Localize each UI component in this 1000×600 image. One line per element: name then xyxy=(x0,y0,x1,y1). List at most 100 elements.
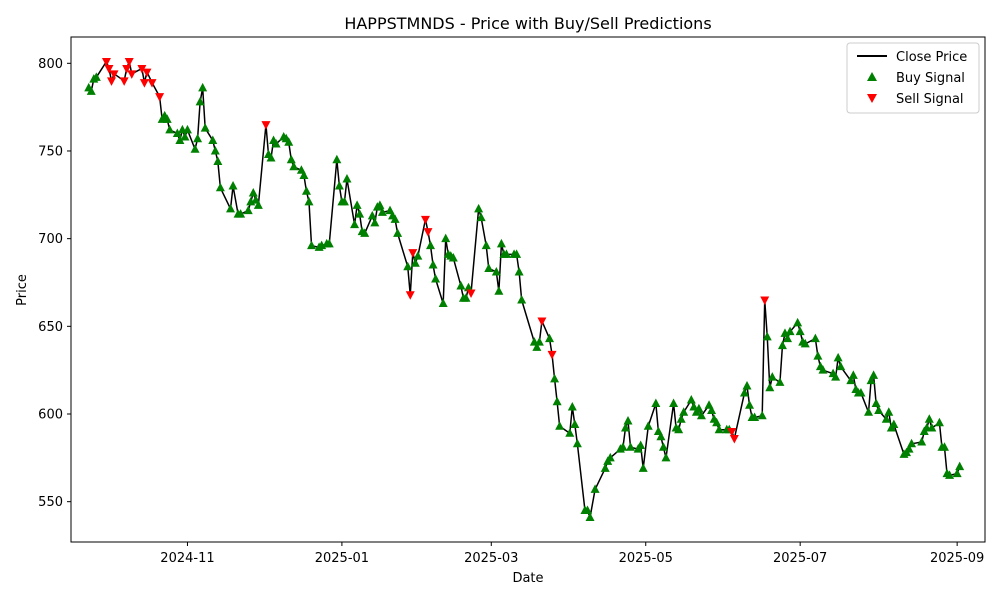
buy-signal-marker xyxy=(884,407,894,416)
buy-signal-marker xyxy=(304,196,314,206)
sell-signal-marker xyxy=(405,291,415,300)
buy-signal-marker xyxy=(570,419,580,429)
buy-signal-marker xyxy=(512,249,522,258)
buy-signal-marker xyxy=(833,352,843,362)
sell-signal-marker xyxy=(537,317,547,327)
sell-signal-marker xyxy=(147,79,157,88)
buy-signal-marker xyxy=(585,512,595,521)
buy-signal-marker xyxy=(742,380,752,390)
buy-signal-marker xyxy=(448,252,458,262)
buy-signal-marker xyxy=(334,181,344,190)
buy-signal-marker xyxy=(676,414,686,423)
y-axis-label: Price xyxy=(15,274,30,306)
buy-signal-marker xyxy=(301,186,311,195)
buy-signal-marker xyxy=(658,442,668,451)
buy-signal-marker xyxy=(413,251,423,260)
x-tick-label: 2025-07 xyxy=(773,551,827,566)
x-tick-label: 2025-05 xyxy=(619,551,673,566)
buy-signal-marker xyxy=(656,431,666,441)
buy-signal-marker xyxy=(712,417,722,427)
sell-signal-marker xyxy=(420,215,430,225)
buy-signal-marker xyxy=(375,200,385,209)
buy-signal-marker xyxy=(669,398,679,407)
chart-title: HAPPSTMNDS - Price with Buy/Sell Predict… xyxy=(344,14,711,33)
legend-box xyxy=(846,42,980,114)
buy-signal-marker xyxy=(190,144,200,153)
buy-signal-marker xyxy=(939,442,949,451)
buy-signal-marker xyxy=(228,181,238,190)
buy-signal-marker xyxy=(917,437,927,446)
buy-signal-marker xyxy=(476,212,486,222)
sell-signal-marker xyxy=(729,435,739,444)
buy-signal-marker xyxy=(390,214,400,223)
legend-sell-marker xyxy=(867,94,877,103)
buy-signal-marker xyxy=(567,401,577,411)
buy-signal-marker xyxy=(874,405,884,414)
buy-signal-marker xyxy=(777,340,787,350)
buy-signal-marker xyxy=(600,463,610,472)
buy-signal-marker xyxy=(800,338,810,348)
buy-signal-marker xyxy=(481,240,491,250)
buy-signal-marker xyxy=(762,331,772,341)
buy-signal-marker xyxy=(565,428,575,437)
buy-signal-marker xyxy=(350,219,360,229)
buy-signal-marker xyxy=(714,424,724,434)
buy-signal-marker xyxy=(934,417,944,427)
buy-signal-marker xyxy=(679,407,689,416)
buy-signal-marker xyxy=(180,131,190,141)
buy-signal-marker xyxy=(605,452,615,462)
buy-signal-marker xyxy=(583,505,592,514)
buy-signal-marker xyxy=(636,440,646,450)
buy-signal-marker xyxy=(871,398,881,407)
buy-signal-marker xyxy=(491,266,501,276)
y-tick-label: 600 xyxy=(38,407,63,422)
buy-signal-marker xyxy=(831,372,841,381)
buy-signal-marker xyxy=(339,196,349,206)
buy-signal-marker xyxy=(464,282,473,292)
buy-signal-marker xyxy=(208,135,218,144)
buy-signal-marker xyxy=(739,387,749,397)
buy-signal-marker xyxy=(907,438,917,448)
sell-signal-marker xyxy=(727,428,737,437)
buy-signal-marker xyxy=(377,207,387,216)
buy-signal-marker xyxy=(846,375,856,385)
y-tick-label: 700 xyxy=(38,232,63,247)
sell-signal-markers xyxy=(101,58,770,444)
buy-signal-marker xyxy=(410,258,420,267)
buy-signal-marker xyxy=(248,188,258,197)
buy-signal-marker xyxy=(182,124,192,134)
buy-signal-marker xyxy=(198,82,208,92)
sell-signal-marker xyxy=(142,68,152,78)
legend-label-sell-signal: Sell Signal xyxy=(896,92,964,107)
buy-signal-marker xyxy=(555,421,565,430)
buy-signal-marker xyxy=(783,333,793,343)
buy-signal-marker xyxy=(461,293,471,302)
axes-frame xyxy=(70,36,986,543)
buy-signal-marker xyxy=(307,240,317,250)
buy-signal-marker xyxy=(213,156,223,165)
x-axis-ticks: 2024-11 2025-01 2025-03 2025-05 2025-07 2025-… xyxy=(160,542,984,566)
sell-signal-marker xyxy=(547,350,557,360)
buy-signal-marker xyxy=(195,96,205,106)
buy-signal-marker xyxy=(342,174,352,183)
buy-signal-marker xyxy=(674,424,684,434)
buy-signal-marker xyxy=(355,209,365,218)
legend-label-close-price: Close Price xyxy=(896,50,967,65)
buy-signal-marker xyxy=(856,387,866,397)
buy-signal-marker xyxy=(193,133,203,143)
buy-signal-marker xyxy=(289,161,299,171)
buy-signal-marker xyxy=(175,135,185,144)
buy-signal-marker xyxy=(484,263,494,272)
buy-signal-marker xyxy=(286,154,296,164)
y-tick-label: 800 xyxy=(38,57,63,72)
sell-signal-marker xyxy=(122,65,132,74)
buy-signal-marker xyxy=(284,137,294,146)
x-tick-label: 2025-03 xyxy=(464,551,518,566)
buy-signal-marker xyxy=(271,138,281,148)
sell-signal-marker xyxy=(124,58,134,67)
buy-signal-marker xyxy=(496,238,506,248)
legend-label-buy-signal: Buy Signal xyxy=(896,71,965,86)
